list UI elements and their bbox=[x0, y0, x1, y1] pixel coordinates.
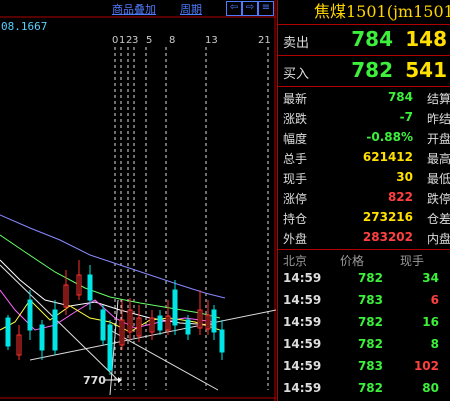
stat-label-right: 结算 bbox=[426, 92, 450, 106]
period-link[interactable]: 周期 bbox=[180, 3, 202, 16]
stat-label: 幅度 bbox=[283, 132, 308, 146]
divider bbox=[278, 55, 450, 56]
fib-tick-13: 13 bbox=[205, 35, 218, 46]
stat-row: 涨停 822 跌停 bbox=[278, 188, 450, 208]
bid-volume: 541 bbox=[405, 58, 447, 82]
menu-button[interactable]: ≡ bbox=[258, 1, 274, 16]
ask-row[interactable]: 卖出 784 148 bbox=[278, 25, 450, 55]
tick-time: 14:59 bbox=[283, 271, 322, 285]
stat-row: 最新 784 结算 bbox=[278, 88, 450, 108]
tick-row[interactable]: 14:59 783 6 bbox=[278, 290, 450, 312]
stat-row: 外盘 283202 内盘 bbox=[278, 228, 450, 248]
contract-title: 焦煤1501(jm1501) bbox=[314, 2, 450, 21]
stat-label-right: 仓差 bbox=[426, 212, 450, 226]
stat-value: 784 bbox=[387, 90, 413, 104]
tick-volume: 34 bbox=[422, 271, 439, 285]
stat-label: 持仓 bbox=[283, 212, 308, 226]
stat-label-right: 内盘 bbox=[426, 232, 450, 246]
fib-tick-21: 21 bbox=[258, 35, 271, 46]
stat-value: 30 bbox=[396, 170, 413, 184]
candlesticks bbox=[5, 260, 225, 383]
bid-price: 782 bbox=[351, 58, 393, 82]
stat-label: 总手 bbox=[283, 152, 308, 166]
stat-label-right: 开盘 bbox=[426, 132, 450, 146]
ask-label: 卖出 bbox=[283, 36, 310, 51]
tick-time: 14:59 bbox=[283, 359, 322, 373]
tick-price: 783 bbox=[357, 359, 383, 373]
stat-label: 最新 bbox=[283, 92, 308, 106]
stat-label: 涨停 bbox=[283, 192, 308, 206]
stat-value: 822 bbox=[387, 190, 413, 204]
tick-time: 14:59 bbox=[283, 315, 322, 329]
bid-row[interactable]: 买入 782 541 bbox=[278, 56, 450, 86]
tick-row[interactable]: 14:59 782 34 bbox=[278, 268, 450, 290]
bid-label: 买入 bbox=[283, 67, 310, 82]
stat-row: 涨跌 -7 昨结 bbox=[278, 108, 450, 128]
tick-volume: 80 bbox=[422, 381, 439, 395]
stat-value: 273216 bbox=[362, 210, 413, 224]
stat-row: 持仓 273216 仓差 bbox=[278, 208, 450, 228]
overlay-commodity-link[interactable]: 商品叠加 bbox=[112, 3, 156, 16]
stat-value: 621412 bbox=[362, 150, 413, 164]
tick-price: 782 bbox=[357, 315, 383, 329]
fib-tick-8: 8 bbox=[169, 35, 176, 46]
stat-label-right: 最高 bbox=[426, 152, 450, 166]
divider bbox=[278, 86, 450, 87]
low-marker-arrow bbox=[118, 377, 122, 383]
chart-toolbar: 商品叠加 周期 ⇦ ⇨ ≡ bbox=[0, 0, 276, 17]
tick-time: 14:59 bbox=[283, 337, 322, 351]
stat-value: -7 bbox=[399, 110, 413, 124]
ask-price: 784 bbox=[351, 27, 393, 51]
stat-value: 283202 bbox=[362, 230, 413, 244]
tick-row[interactable]: 14:59 782 8 bbox=[278, 334, 450, 356]
divider bbox=[278, 249, 450, 250]
ask-volume: 148 bbox=[405, 27, 447, 51]
moving-averages bbox=[0, 214, 226, 333]
stat-value: -0.88% bbox=[366, 130, 413, 144]
stat-label-right: 跌停 bbox=[426, 192, 450, 206]
kline-chart[interactable]: 商品叠加 周期 ⇦ ⇨ ≡ 08.1667 0 1 2 3 5 8 13 21 … bbox=[0, 0, 276, 401]
tick-volume: 102 bbox=[413, 359, 439, 373]
stat-row: 现手 30 最低 bbox=[278, 168, 450, 188]
ticks-header-time: 北京 bbox=[283, 254, 308, 268]
tick-volume: 16 bbox=[422, 315, 439, 329]
tick-time: 14:59 bbox=[283, 293, 322, 307]
ticks-header: 北京 价格 现手 bbox=[278, 250, 450, 268]
fib-tick-2: 2 bbox=[126, 35, 133, 46]
stat-label: 外盘 bbox=[283, 232, 308, 246]
tick-price: 782 bbox=[357, 337, 383, 351]
ticks-header-volume: 现手 bbox=[400, 254, 425, 268]
quote-panel: 焦煤1501(jm1501) 卖出 784 148 买入 782 541 最新 7… bbox=[277, 0, 450, 401]
tick-price: 783 bbox=[357, 293, 383, 307]
fib-tick-5: 5 bbox=[146, 35, 153, 46]
tick-row[interactable]: 14:59 782 80 bbox=[278, 378, 450, 400]
price-readout: 08.1667 bbox=[1, 20, 48, 33]
tick-price: 782 bbox=[357, 381, 383, 395]
tick-volume: 6 bbox=[430, 293, 439, 307]
fib-tick-3: 3 bbox=[132, 35, 139, 46]
tick-row[interactable]: 14:59 783 102 bbox=[278, 356, 450, 378]
stat-row: 幅度 -0.88% 开盘 bbox=[278, 128, 450, 148]
tick-row[interactable]: 14:59 782 16 bbox=[278, 312, 450, 334]
tick-volume: 8 bbox=[430, 337, 439, 351]
tick-price: 782 bbox=[357, 271, 383, 285]
stat-row: 总手 621412 最高 bbox=[278, 148, 450, 168]
fib-tick-1: 1 bbox=[119, 35, 126, 46]
ticks-header-price: 价格 bbox=[340, 254, 365, 268]
stat-label: 现手 bbox=[283, 172, 308, 186]
tick-time: 14:59 bbox=[283, 381, 322, 395]
fib-tick-0: 0 bbox=[112, 35, 119, 46]
stat-label: 涨跌 bbox=[283, 112, 308, 126]
divider bbox=[278, 24, 450, 25]
low-price-label: 770 bbox=[83, 374, 106, 387]
scroll-left-button[interactable]: ⇦ bbox=[226, 1, 242, 16]
scroll-right-button[interactable]: ⇨ bbox=[242, 1, 258, 16]
stat-label-right: 最低 bbox=[426, 172, 450, 186]
kline-canvas[interactable] bbox=[0, 0, 276, 401]
stat-label-right: 昨结 bbox=[426, 112, 450, 126]
